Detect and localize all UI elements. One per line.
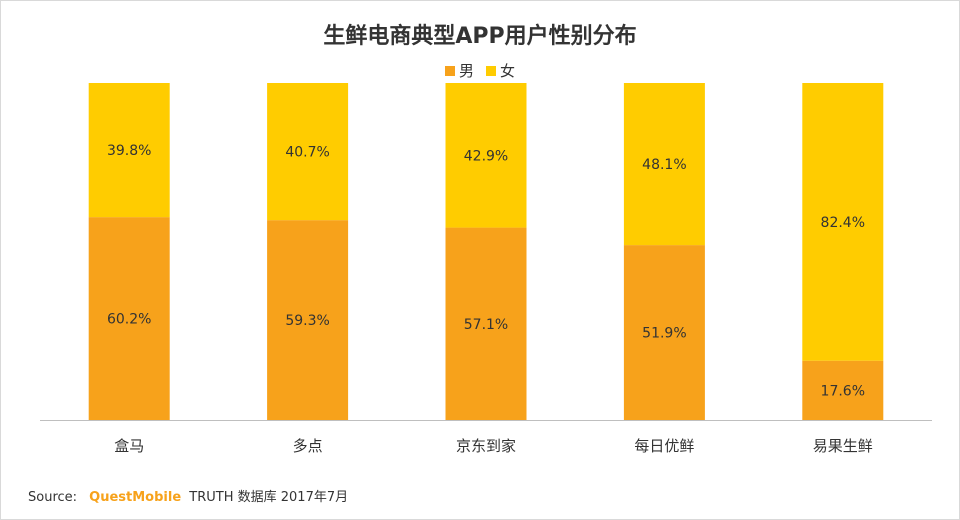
bar-female-2 [445,83,527,228]
bar-male-1 [267,220,349,420]
legend-item-male: 男 [444,60,474,81]
x-tick-label-3: 每日优鲜 [634,437,694,455]
x-tick-label-2: 京东到家 [456,437,516,455]
data-label-female-4: 82.4% [821,215,865,231]
legend: 男 女 [0,60,960,81]
bar-male-0 [88,217,170,420]
data-label-female-3: 48.1% [642,157,686,173]
data-label-female-1: 40.7% [285,145,329,161]
legend-label-male: 男 [458,62,474,80]
bar-female-1 [267,83,349,221]
data-label-female-0: 39.8% [107,143,151,159]
source-brand: QuestMobile [89,490,182,505]
chart-title: 生鲜电商典型APP用户性别分布 [323,24,637,49]
data-label-male-0: 60.2% [107,312,151,328]
source-footer: Source: QuestMobile TRUTH 数据库 2017年7月 [28,486,348,505]
data-label-male-2: 57.1% [464,317,508,333]
x-tick-label-1: 多点 [293,437,323,455]
source-rest: TRUTH 数据库 2017年7月 [189,490,349,505]
x-tick-label-0: 盒马 [114,437,144,455]
bar-male-2 [445,227,527,420]
bar-male-3 [623,245,705,420]
legend-swatch-male [444,65,455,76]
legend-item-female: 女 [486,60,515,81]
bar-male-4 [802,360,884,420]
bar-female-3 [623,83,705,246]
data-label-female-2: 42.9% [464,148,508,164]
data-label-male-4: 17.6% [821,383,865,399]
data-label-male-3: 51.9% [642,326,686,342]
bar-female-4 [802,83,884,361]
legend-swatch-female [486,65,496,76]
data-label-male-1: 59.3% [285,313,329,329]
source-label: Source: [28,490,78,505]
legend-label-female: 女 [500,62,516,80]
x-tick-label-4: 易果生鲜 [813,437,873,455]
bar-female-0 [88,83,170,218]
